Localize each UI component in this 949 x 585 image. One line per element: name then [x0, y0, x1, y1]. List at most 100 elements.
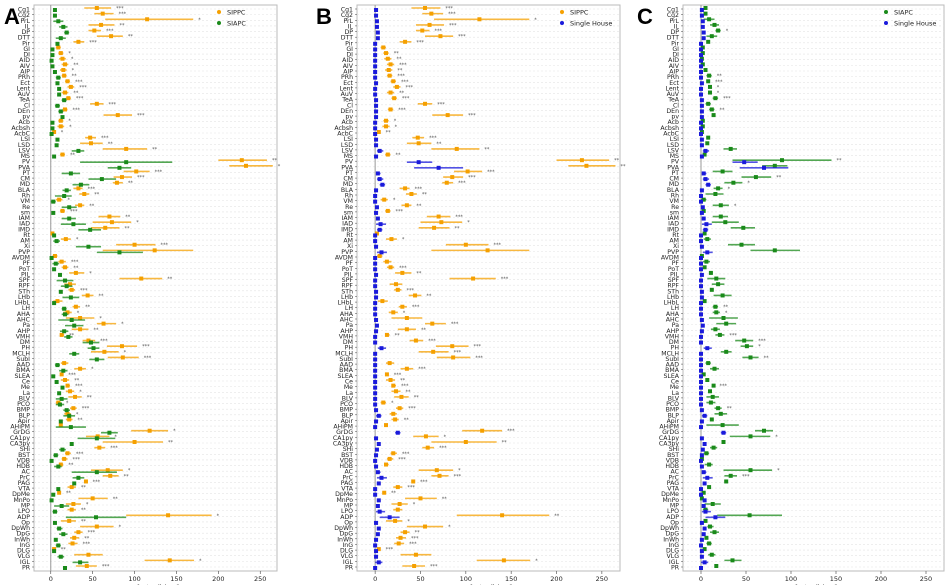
- data-point: [480, 428, 485, 433]
- significance-label: *: [86, 502, 89, 508]
- significance-label: ***: [501, 277, 509, 283]
- data-point: [708, 524, 712, 529]
- x-tick-label: 100: [460, 575, 472, 583]
- data-point: [699, 408, 704, 413]
- significance-label: *: [758, 344, 761, 350]
- category-label: PVA: [667, 164, 680, 171]
- data-point: [701, 36, 706, 41]
- data-point: [714, 564, 719, 568]
- data-point: [391, 383, 396, 388]
- data-point: [94, 6, 99, 10]
- data-point: [374, 244, 379, 249]
- data-point: [65, 451, 70, 456]
- data-point: [134, 169, 139, 174]
- data-point: [699, 289, 704, 294]
- category-label: LSV: [18, 147, 30, 154]
- significance-label: *: [403, 310, 406, 316]
- data-point: [706, 79, 711, 84]
- data-point: [68, 171, 73, 176]
- significance-label: **: [426, 293, 432, 299]
- legend-label: Single House: [894, 20, 936, 28]
- data-point: [702, 299, 707, 304]
- category-label: LHbL: [15, 300, 31, 307]
- significance-label: **: [81, 519, 87, 525]
- data-point: [52, 254, 57, 258]
- category-label: Me: [670, 384, 679, 391]
- significance-label: *: [114, 434, 117, 440]
- category-label: IAM: [19, 215, 30, 222]
- data-point: [699, 143, 704, 148]
- data-point: [76, 186, 81, 191]
- x-tick-label: 50: [89, 575, 97, 583]
- significance-label: **: [422, 192, 428, 198]
- significance-label: **: [717, 74, 723, 80]
- category-label: SLEA: [337, 373, 353, 380]
- x-tick-label: 0: [699, 575, 703, 583]
- x-tick-label: 50: [742, 575, 750, 583]
- category-label: HDB: [339, 463, 353, 470]
- category-label: BST: [341, 452, 353, 459]
- data-point: [51, 199, 56, 204]
- significance-label: ***: [119, 12, 127, 18]
- data-point: [413, 552, 418, 557]
- data-point: [699, 137, 704, 142]
- significance-label: **: [399, 91, 405, 97]
- data-point: [52, 13, 57, 18]
- data-point: [58, 419, 63, 424]
- data-point: [700, 62, 705, 67]
- significance-label: *: [725, 310, 728, 316]
- data-point: [772, 248, 777, 253]
- category-label: PT: [345, 170, 353, 177]
- data-point: [721, 440, 726, 444]
- category-label: AcbC: [337, 131, 353, 138]
- significance-label: *: [393, 198, 396, 204]
- category-label: SHi: [669, 446, 680, 453]
- significance-label: *: [77, 310, 80, 316]
- data-point: [52, 8, 57, 12]
- category-label: Apir: [667, 418, 680, 425]
- category-label: Ect: [343, 80, 353, 87]
- data-point: [741, 225, 746, 230]
- significance-label: *: [734, 203, 737, 209]
- category-label: GI: [672, 46, 679, 53]
- data-point: [704, 451, 709, 456]
- significance-label: ***: [454, 350, 462, 356]
- data-point: [373, 233, 378, 238]
- significance-label: ***: [101, 136, 109, 142]
- data-point: [114, 180, 119, 185]
- data-point: [376, 130, 381, 134]
- category-label: Cg1: [341, 7, 353, 14]
- data-point: [99, 22, 104, 27]
- data-point: [63, 90, 68, 95]
- significance-label: ***: [758, 339, 766, 345]
- category-label: Xi: [24, 243, 30, 250]
- significance-label: **: [395, 333, 401, 339]
- data-point: [58, 109, 63, 114]
- category-label: SHi: [343, 446, 354, 453]
- category-label: IL: [674, 23, 680, 30]
- category-label: AHiPM: [10, 424, 30, 431]
- data-point: [393, 282, 398, 287]
- data-point: [702, 560, 707, 565]
- category-label: Cl: [347, 102, 353, 109]
- data-point: [373, 363, 378, 368]
- data-point: [373, 199, 378, 204]
- category-label: BLP: [19, 412, 31, 419]
- category-label: Ce: [22, 379, 30, 386]
- data-point: [710, 394, 715, 399]
- data-point: [374, 323, 379, 328]
- data-point: [430, 321, 435, 326]
- data-point: [373, 334, 378, 339]
- data-point: [699, 368, 703, 373]
- data-point: [52, 154, 57, 159]
- data-point: [72, 481, 77, 486]
- data-point: [708, 389, 712, 394]
- category-label: AHP: [666, 328, 679, 335]
- data-point: [52, 549, 57, 554]
- significance-label: ***: [68, 372, 76, 378]
- category-label: MP: [670, 503, 679, 510]
- data-point: [72, 351, 77, 356]
- category-label: LSI: [21, 136, 30, 143]
- data-point: [379, 346, 384, 351]
- data-point: [699, 436, 704, 441]
